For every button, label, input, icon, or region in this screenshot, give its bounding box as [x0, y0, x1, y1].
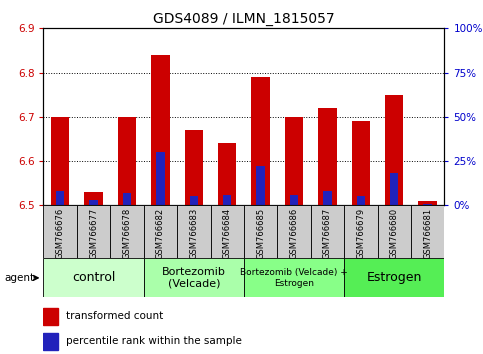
Bar: [244, 258, 344, 297]
Bar: [318, 108, 337, 205]
Text: GSM766681: GSM766681: [423, 208, 432, 259]
Bar: [43, 308, 57, 325]
Bar: [85, 192, 103, 205]
Bar: [356, 196, 365, 205]
Text: GSM766687: GSM766687: [323, 208, 332, 259]
Bar: [424, 204, 432, 205]
Text: control: control: [72, 272, 115, 284]
Bar: [110, 205, 144, 258]
Bar: [123, 193, 131, 205]
Bar: [177, 205, 211, 258]
Bar: [411, 205, 444, 258]
Bar: [344, 258, 444, 297]
Text: Bortezomib
(Velcade): Bortezomib (Velcade): [162, 267, 226, 289]
Bar: [256, 166, 265, 205]
Bar: [151, 55, 170, 205]
Text: GSM766679: GSM766679: [356, 208, 365, 259]
Text: GSM766686: GSM766686: [289, 208, 298, 259]
Text: GSM766684: GSM766684: [223, 208, 232, 259]
Text: GSM766685: GSM766685: [256, 208, 265, 259]
Text: GSM766677: GSM766677: [89, 208, 98, 259]
Bar: [418, 201, 437, 205]
Bar: [385, 95, 403, 205]
Bar: [390, 173, 398, 205]
Bar: [77, 205, 110, 258]
Bar: [156, 152, 165, 205]
Bar: [323, 191, 332, 205]
Bar: [378, 205, 411, 258]
Text: GSM766683: GSM766683: [189, 208, 199, 259]
Text: percentile rank within the sample: percentile rank within the sample: [66, 336, 242, 346]
Text: Bortezomib (Velcade) +
Estrogen: Bortezomib (Velcade) + Estrogen: [240, 268, 348, 287]
Text: transformed count: transformed count: [66, 311, 163, 321]
Text: GSM766676: GSM766676: [56, 208, 65, 259]
Bar: [43, 333, 57, 350]
Text: GSM766680: GSM766680: [390, 208, 399, 259]
Bar: [344, 205, 378, 258]
Bar: [118, 117, 136, 205]
Bar: [185, 130, 203, 205]
Title: GDS4089 / ILMN_1815057: GDS4089 / ILMN_1815057: [153, 12, 335, 26]
Bar: [43, 258, 144, 297]
Bar: [252, 77, 270, 205]
Bar: [218, 143, 236, 205]
Bar: [223, 195, 231, 205]
Bar: [352, 121, 370, 205]
Bar: [144, 205, 177, 258]
Bar: [290, 195, 298, 205]
Bar: [56, 191, 64, 205]
Text: Estrogen: Estrogen: [367, 272, 422, 284]
Bar: [144, 258, 244, 297]
Bar: [285, 117, 303, 205]
Bar: [190, 196, 198, 205]
Bar: [211, 205, 244, 258]
Bar: [311, 205, 344, 258]
Text: GSM766682: GSM766682: [156, 208, 165, 259]
Bar: [244, 205, 277, 258]
Text: GSM766678: GSM766678: [123, 208, 131, 259]
Bar: [277, 205, 311, 258]
Text: agent: agent: [5, 273, 35, 283]
Bar: [51, 117, 70, 205]
Bar: [43, 205, 77, 258]
Bar: [89, 200, 98, 205]
